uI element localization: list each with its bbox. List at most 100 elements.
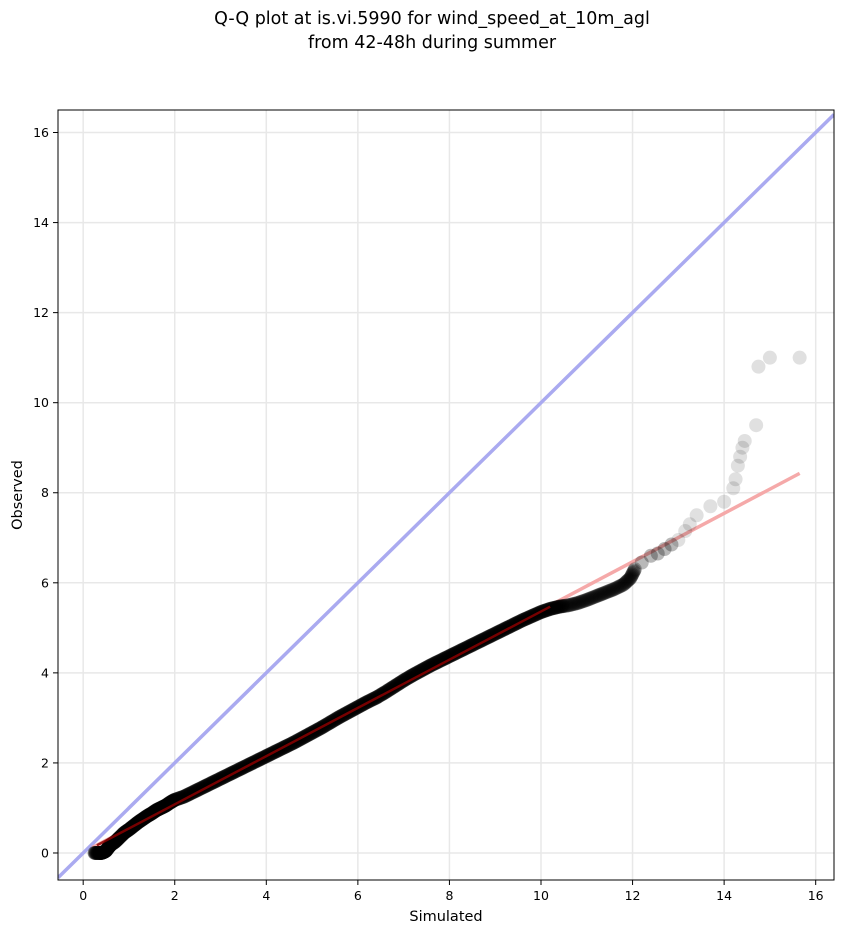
- qq-point: [94, 845, 109, 860]
- qq-point: [88, 845, 103, 860]
- qq-point: [583, 591, 598, 606]
- qq-point: [93, 845, 108, 860]
- chart-title-line-1: Q-Q plot at is.vi.5990 for wind_speed_at…: [214, 9, 650, 29]
- qq-point: [97, 844, 112, 859]
- qq-point: [99, 843, 114, 858]
- qq-point: [594, 587, 609, 602]
- qq-point: [792, 350, 807, 365]
- qq-point: [577, 593, 592, 608]
- qq-point: [153, 801, 168, 816]
- qq-point: [102, 838, 117, 853]
- qq-point: [96, 845, 111, 860]
- x-tick-label: 12: [625, 888, 641, 903]
- qq-point: [587, 589, 602, 604]
- y-tick-label: 6: [41, 575, 49, 590]
- qq-point: [618, 575, 633, 590]
- qq-point: [146, 805, 161, 820]
- qq-point: [622, 572, 637, 587]
- qq-point: [93, 845, 108, 860]
- qq-point: [762, 350, 777, 365]
- qq-point: [624, 568, 639, 583]
- qq-point: [399, 671, 414, 686]
- qq-point: [101, 840, 116, 855]
- qq-point: [566, 597, 581, 612]
- qq-point: [88, 845, 103, 860]
- x-tick-label: 6: [354, 888, 362, 903]
- qq-point: [159, 797, 174, 812]
- qq-point: [682, 517, 697, 532]
- qq-point: [158, 798, 173, 813]
- qq-point: [599, 585, 614, 600]
- qq-point: [602, 584, 617, 599]
- qq-point: [400, 671, 415, 686]
- qq-point: [96, 845, 111, 860]
- fit-line-overlap: [96, 605, 551, 847]
- y-tick-label: 10: [33, 395, 49, 410]
- qq-point: [585, 590, 600, 605]
- qq-point: [604, 583, 619, 598]
- qq-point: [582, 591, 597, 606]
- qq-point: [650, 546, 665, 561]
- y-tick-label: 2: [41, 755, 49, 770]
- qq-point: [571, 595, 586, 610]
- qq-point: [98, 843, 113, 858]
- qq-point: [154, 800, 169, 815]
- qq-point: [157, 799, 172, 814]
- qq-point: [558, 598, 573, 613]
- y-tick-label: 12: [33, 305, 49, 320]
- qq-point: [612, 579, 627, 594]
- qq-point: [557, 598, 572, 613]
- qq-point: [100, 841, 115, 856]
- qq-point: [613, 578, 628, 593]
- qq-point: [556, 599, 571, 614]
- x-axis-ticks: 0 2 4 6 8 10 12 14 16: [79, 880, 824, 903]
- qq-point: [664, 537, 679, 552]
- qq-point: [448, 645, 463, 660]
- qq-point: [152, 801, 167, 816]
- qq-point: [100, 842, 115, 857]
- qq-point: [152, 801, 167, 816]
- x-tick-label: 10: [533, 888, 549, 903]
- qq-point: [598, 585, 613, 600]
- y-tick-label: 0: [41, 845, 49, 860]
- qq-point: [99, 843, 114, 858]
- qq-point: [156, 799, 171, 814]
- qq-point: [547, 600, 562, 615]
- qq-point: [575, 594, 590, 609]
- qq-point: [87, 845, 102, 860]
- qq-point: [581, 592, 596, 607]
- qq-point: [155, 799, 170, 814]
- x-tick-label: 14: [716, 888, 732, 903]
- qq-point: [97, 844, 112, 859]
- x-tick-label: 0: [79, 888, 87, 903]
- qq-point: [609, 580, 624, 595]
- qq-point: [627, 562, 642, 577]
- qq-point: [562, 598, 577, 612]
- qq-point: [430, 654, 445, 669]
- qq-point: [147, 804, 162, 819]
- qq-point: [154, 800, 169, 815]
- qq-point: [407, 667, 422, 682]
- qq-point: [595, 586, 610, 601]
- qq-point: [150, 802, 165, 817]
- qq-point: [157, 799, 172, 814]
- qq-point: [568, 596, 583, 611]
- qq-point: [396, 673, 411, 688]
- qq-point: [643, 548, 658, 563]
- qq-point: [578, 593, 593, 608]
- qq-point: [634, 555, 649, 570]
- qq-point: [404, 668, 419, 683]
- qq-point: [439, 650, 454, 665]
- qq-point: [102, 839, 117, 854]
- qq-point: [733, 449, 748, 464]
- y-axis-ticks: 0 2 4 6 8 10 12 14 16: [33, 125, 58, 860]
- qq-point: [95, 845, 110, 860]
- qq-point: [588, 589, 603, 604]
- qq-point: [607, 582, 622, 597]
- qq-point: [600, 584, 615, 599]
- x-tick-label: 16: [808, 888, 824, 903]
- qq-point: [95, 845, 110, 860]
- qq-point: [703, 499, 718, 514]
- qq-point: [689, 508, 704, 523]
- qq-point: [543, 601, 558, 616]
